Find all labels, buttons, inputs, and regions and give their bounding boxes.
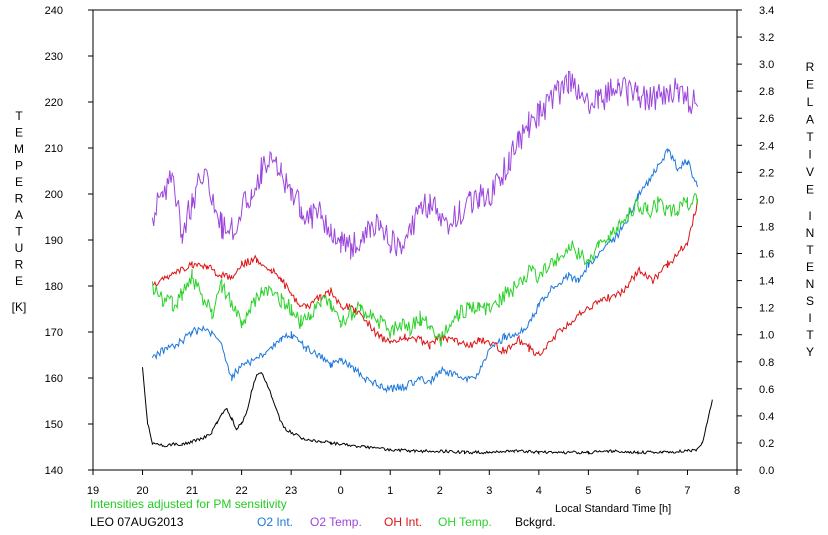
y2-axis-letter: N [806,277,815,291]
y2-tick-label: 2.4 [759,140,774,152]
x-tick-label: 2 [437,485,443,497]
y2-tick-label: 3.2 [759,32,774,44]
y-axis-letter: E [15,126,23,140]
series-line-o2-temp [151,70,698,260]
y-tick-label: 160 [45,373,63,385]
y2-axis-letter: A [806,113,814,127]
y-tick-label: 240 [45,5,63,17]
series-line-o2-int [151,148,698,394]
y-tick-label: 200 [45,189,63,201]
y2-axis-letter: N [806,226,815,240]
x-tick-label: 4 [536,485,542,497]
y-axis-letter: [K] [12,300,27,314]
y2-axis-letter: T [806,243,814,257]
x-tick-label: 0 [338,485,344,497]
legend-entry: Bckgrd. [515,515,556,529]
label-layer: Local Standard Time [h] Intensities adju… [12,5,815,529]
y-axis-letter: E [15,175,23,189]
y-axis-letter: T [15,109,23,123]
pm-note: Intensities adjusted for PM sensitivity [90,497,287,511]
y-axis-letter: R [15,258,24,272]
y2-tick-label: 0.2 [759,438,774,450]
y-tick-label: 230 [45,51,63,63]
x-tick-label: 1 [387,485,393,497]
x-tick-label: 19 [87,485,99,497]
y2-tick-label: 2.8 [759,86,774,98]
y-tick-label: 150 [45,419,63,431]
station-date: LEO 07AUG2013 [90,515,184,529]
x-tick-label: 8 [734,485,740,497]
y2-axis-letter: T [806,130,814,144]
y2-axis-letter: E [806,260,814,274]
y2-axis-letter: E [806,183,814,197]
y-tick-label: 180 [45,281,63,293]
series-line-oh-int [152,199,698,357]
y2-tick-label: 1.6 [759,249,774,261]
y2-tick-label: 1.2 [759,303,774,315]
x-tick-label: 7 [684,485,690,497]
y2-axis-letter: S [806,294,814,308]
x-tick-label: 3 [486,485,492,497]
y2-tick-label: 1.0 [759,330,774,342]
y-axis-letter: P [15,159,23,173]
x-tick-label: 5 [585,485,591,497]
y2-axis-letter: Y [806,345,814,359]
y-tick-label: 220 [45,97,63,109]
x-axis-label: Local Standard Time [h] [555,503,671,515]
y-axis-letter: A [15,208,23,222]
x-tick-label: 23 [285,485,297,497]
series-line-oh-temp [151,192,698,347]
y2-axis-letter: I [808,148,811,162]
y2-tick-label: 1.8 [759,221,774,233]
y-axis-letter: U [15,241,24,255]
y-axis-letter: E [15,274,23,288]
y2-tick-label: 0.6 [759,384,774,396]
y2-tick-label: 3.0 [759,59,774,71]
y2-axis-letter: V [806,165,814,179]
y2-tick-label: 2.0 [759,194,774,206]
y2-tick-label: 0.0 [759,465,774,477]
y2-axis-letter: L [807,95,814,109]
series-line-bckgrd [142,367,713,456]
legend-entry: O2 Temp. [310,515,362,529]
y-tick-label: 170 [45,327,63,339]
y2-axis-letter: I [808,311,811,325]
legend-entry: OH Temp. [438,515,492,529]
legend-entry: OH Int. [384,515,422,529]
y2-tick-label: 0.4 [759,411,774,423]
y2-tick-label: 3.4 [759,5,774,17]
y2-tick-label: 1.4 [759,276,774,288]
y2-axis-letter: T [806,328,814,342]
plot-frame [92,9,738,471]
axes-layer [88,9,742,475]
y-tick-label: 210 [45,143,63,155]
y2-tick-label: 0.8 [759,357,774,369]
y-axis-letter: M [14,142,24,156]
y2-tick-label: 2.6 [759,113,774,125]
y2-axis-letter: R [806,60,815,74]
y-axis-letter: T [15,225,23,239]
y-tick-label: 140 [45,465,63,477]
y-tick-label: 190 [45,235,63,247]
y2-axis-letter: E [806,78,814,92]
legend-entry: O2 Int. [257,515,293,529]
series-layer [142,70,713,456]
y-axis-letter: R [15,192,24,206]
x-tick-label: 21 [186,485,198,497]
y2-axis-letter: I [808,209,811,223]
y2-tick-label: 2.2 [759,167,774,179]
x-tick-label: 20 [136,485,148,497]
x-tick-label: 22 [235,485,247,497]
x-tick-label: 6 [635,485,641,497]
